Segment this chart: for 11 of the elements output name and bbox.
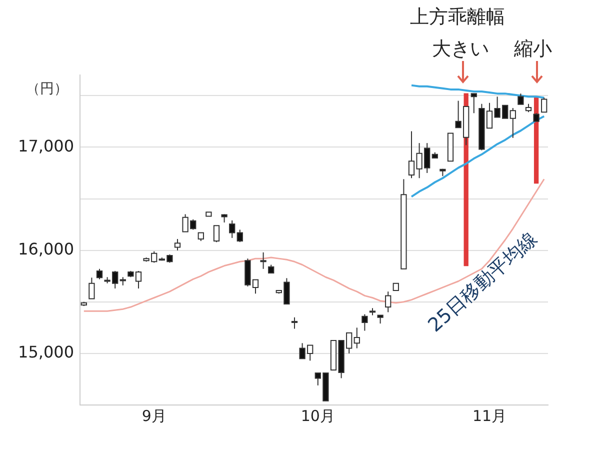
y-tick-label: 16,000: [18, 239, 74, 258]
x-tick-label: 9月: [142, 406, 166, 425]
x-tick-label: 10月: [300, 406, 335, 425]
y-axis-title: （円）: [26, 80, 68, 98]
y-tick-label: 17,000: [18, 136, 74, 156]
x-tick-label: 11月: [472, 406, 507, 425]
text: 上方乖離幅: [410, 5, 505, 30]
annotation: 25日移動平均線: [422, 226, 542, 338]
text: 縮小: [514, 37, 552, 62]
y-tick-label: 15,000: [18, 342, 74, 362]
text: 大きい: [432, 37, 489, 62]
